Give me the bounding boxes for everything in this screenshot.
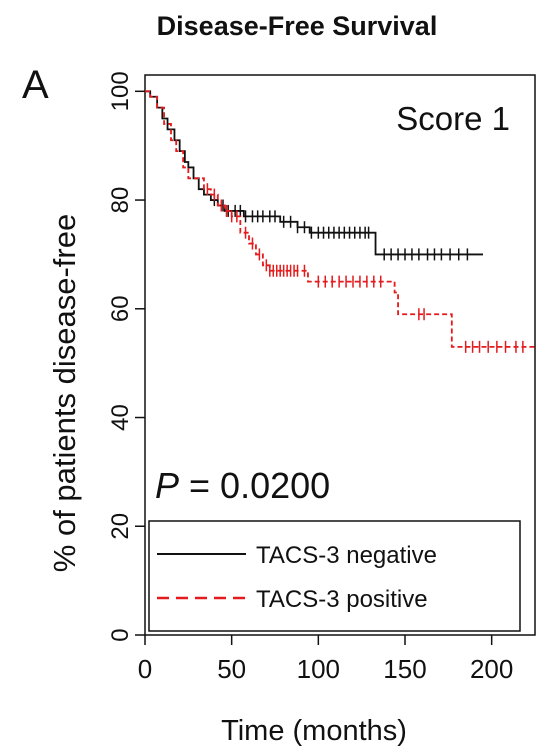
- score-label: Score 1: [396, 100, 510, 137]
- y-tick-label: 20: [107, 513, 134, 540]
- y-tick-label: 100: [107, 71, 134, 111]
- plot-frame: [144, 74, 536, 636]
- y-tick-label: 60: [107, 295, 134, 322]
- survival-curve-positive: [145, 90, 535, 348]
- x-tick-label: 0: [138, 654, 152, 684]
- legend-label-negative: TACS-3 negative: [256, 542, 437, 569]
- y-axis-label: % of patients disease-free: [47, 214, 82, 572]
- y-tick-label: 40: [107, 404, 134, 431]
- p-value-annotation: P = 0.0200: [155, 465, 330, 506]
- y-tick-label: 80: [107, 187, 134, 214]
- legend: TACS-3 negative TACS-3 positive: [148, 520, 521, 632]
- panel-label: A: [22, 63, 49, 107]
- x-tick-label: 100: [297, 654, 340, 684]
- y-tick-label: 0: [107, 628, 134, 641]
- x-axis-label: Time (months): [221, 715, 407, 747]
- p-value-symbol: P: [155, 465, 179, 506]
- p-value-number: = 0.0200: [179, 465, 330, 506]
- legend-box: [148, 520, 521, 632]
- x-tick-label: 150: [383, 654, 426, 684]
- x-tick-label: 50: [217, 654, 246, 684]
- legend-label-positive: TACS-3 positive: [256, 586, 428, 613]
- x-tick-label: 200: [470, 654, 513, 684]
- plot-area: 0 50 100 150 200 0 20 40 60 80 100: [107, 71, 536, 684]
- chart-title: Disease-Free Survival: [157, 11, 438, 41]
